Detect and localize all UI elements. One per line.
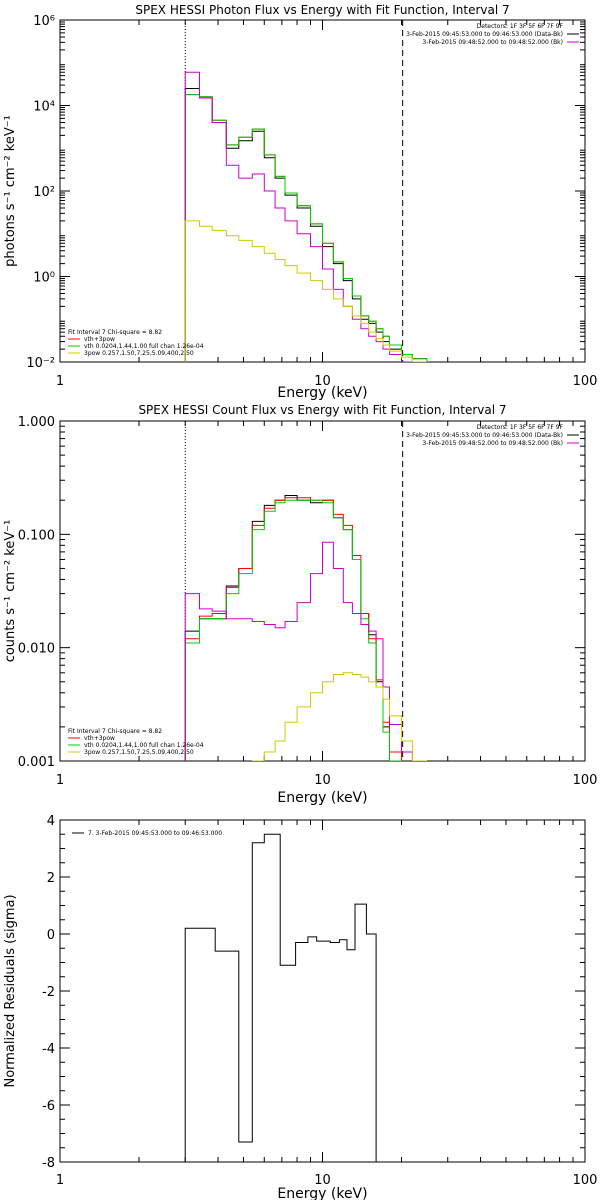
series-0-step-line: [184, 88, 428, 362]
legend-entry: 3-Feb-2015 09:45:53.000 to 09:46:53.000 …: [406, 31, 563, 38]
fit-legend-entry: 3pow 0.257,1.50,7.25,5.09,400,2.50: [84, 749, 194, 756]
x-axis-label: Energy (keV): [277, 1186, 367, 1200]
y-axis-label: counts s⁻¹ cm⁻² keV⁻¹: [3, 520, 18, 663]
y-tick-label: -2: [42, 985, 55, 1000]
x-axis-label: Energy (keV): [277, 790, 367, 806]
x-tick-label: 100: [573, 773, 598, 788]
y-tick-label: 0.100: [18, 528, 55, 543]
x-tick-label: 1: [56, 773, 64, 788]
fit-legend-entry: vth+3pow: [84, 735, 115, 742]
series-1-step-line: [184, 497, 428, 761]
x-tick-label: 10: [314, 773, 331, 788]
y-tick-label: 10⁴: [33, 100, 55, 115]
x-tick-label: 10: [314, 1173, 331, 1188]
series-4-step-line: [184, 220, 427, 362]
count-flux-panel: SPEX HESSI Count Flux vs Energy with Fit…: [3, 403, 597, 806]
series-group: [184, 71, 428, 362]
legend-entry: 3-Feb-2015 09:45:53.000 to 09:46:53.000 …: [406, 432, 563, 439]
series-2-step-line: [184, 499, 428, 761]
plot-frame: [59, 19, 586, 363]
x-tick-label: 100: [573, 374, 598, 389]
x-tick-label: 1: [56, 374, 64, 389]
legend-entry: Detectors: 1F 3F 5F 6F 7F 9F: [477, 424, 564, 431]
y-tick-label: 2: [47, 871, 55, 886]
series-group: [184, 833, 377, 1162]
y-tick-label: 0.001: [18, 755, 55, 770]
y-tick-label: 1.000: [18, 415, 55, 430]
fit-legend-title: Fit Interval 7 Chi-square = 8.82: [68, 329, 162, 336]
y-tick-label: 4: [47, 814, 55, 829]
y-tick-label: -4: [42, 1042, 55, 1057]
x-axis-label: Energy (keV): [277, 385, 367, 401]
y-tick-label: 10⁻²: [26, 356, 55, 371]
legend-entry: 3-Feb-2015 09:48:52.000 to 09:48:52.000 …: [422, 440, 563, 447]
photon-flux-panel: SPEX HESSI Photon Flux vs Energy with Fi…: [3, 3, 597, 401]
y-tick-label: 10²: [33, 185, 55, 200]
y-tick-label: 10⁶: [33, 14, 55, 29]
x-tick-label: 10: [314, 374, 331, 389]
plot-frame: [59, 819, 586, 1163]
series-0-step-line: [184, 495, 428, 761]
residual-legend-entry: 7. 3-Feb-2015 09:45:53.000 to 09:46:53.0…: [88, 830, 222, 837]
fit-legend-entry: vth 0.0204,1.44,1.00 full chan 1.26e-04: [84, 343, 204, 350]
series-3-step-line: [184, 71, 427, 362]
x-tick-label: 1: [56, 1173, 64, 1188]
y-axis-label: Normalized Residuals (sigma): [3, 894, 18, 1087]
legend-entry: Detectors: 1F 3F 5F 6F 7F 9F: [477, 23, 564, 30]
series-2-step-line: [184, 94, 428, 362]
fit-legend-title: Fit Interval 7 Chi-square = 8.82: [68, 728, 162, 735]
y-tick-label: -6: [42, 1099, 55, 1114]
legend-entry: 3-Feb-2015 09:48:52.000 to 09:48:52.000 …: [422, 39, 563, 46]
series-1-step-line: [184, 94, 428, 362]
y-tick-label: 0.010: [18, 642, 55, 657]
y-tick-label: 10⁰: [33, 271, 55, 286]
plot-frame: [59, 420, 586, 762]
series-3-step-line: [184, 541, 428, 761]
y-tick-label: -8: [42, 1156, 55, 1171]
fit-legend-entry: vth+3pow: [84, 336, 115, 343]
series-4-step-line: [184, 672, 427, 761]
series-group: [184, 495, 428, 761]
fit-legend-entry: vth 0.0204,1.44,1.00 full chan 1.26e-04: [84, 742, 204, 749]
series-0-step-line: [184, 833, 377, 1162]
chart-title: SPEX HESSI Photon Flux vs Energy with Fi…: [135, 3, 509, 17]
residuals-panel: 1 10 100 -8 -6 -4 -2 0 2 4 Energy (keV) Normalized …: [3, 814, 597, 1200]
fit-legend-entry: 3pow 0.257,1.50,7.25,5.09,400,2.50: [84, 350, 194, 357]
y-tick-label: 0: [47, 928, 55, 943]
y-axis-label: photons s⁻¹ cm⁻² keV⁻¹: [3, 115, 18, 267]
chart-title: SPEX HESSI Count Flux vs Energy with Fit…: [138, 403, 506, 417]
x-tick-label: 100: [573, 1173, 598, 1188]
